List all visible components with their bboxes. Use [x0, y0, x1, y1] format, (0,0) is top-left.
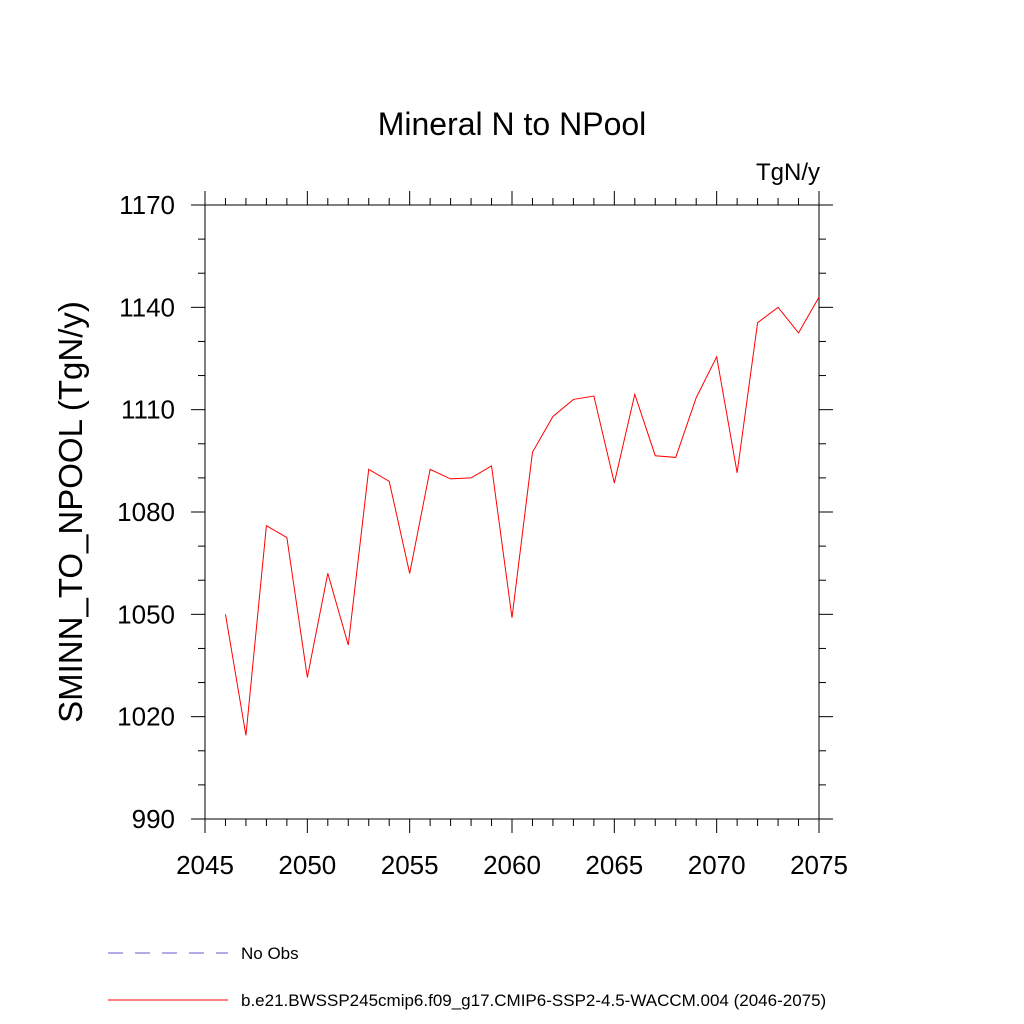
y-tick-label: 1020 — [117, 702, 175, 732]
chart-title: Mineral N to NPool — [378, 106, 647, 142]
x-tick-label: 2065 — [585, 850, 643, 880]
x-tick-label: 2045 — [176, 850, 234, 880]
x-tick-label: 2050 — [278, 850, 336, 880]
y-tick-label: 990 — [132, 804, 175, 834]
x-tick-label: 2060 — [483, 850, 541, 880]
units-label: TgN/y — [756, 159, 820, 186]
legend-label-model: b.e21.BWSSP245cmip6.f09_g17.CMIP6-SSP2-4… — [241, 991, 826, 1010]
series-group — [224, 296, 820, 736]
y-axis-label: SMINN_TO_NPOOL (TgN/y) — [52, 301, 89, 723]
legend-label-no-obs: No Obs — [241, 944, 299, 963]
y-tick-label: 1170 — [119, 190, 175, 220]
legend: No Obs b.e21.BWSSP245cmip6.f09_g17.CMIP6… — [108, 944, 826, 1010]
y-tick-label: 1050 — [117, 599, 175, 629]
x-tick-labels: 2045 2050 2055 2060 2065 2070 2075 — [176, 850, 848, 880]
x-tick-label: 2070 — [688, 850, 746, 880]
y-tick-labels: 990 1020 1050 1080 1110 1140 1170 — [117, 190, 175, 834]
y-tick-label: 1110 — [121, 395, 175, 425]
axis-ticks — [191, 191, 833, 833]
series-line-0 — [224, 296, 820, 736]
x-tick-label: 2075 — [790, 850, 848, 880]
x-tick-label: 2055 — [381, 850, 439, 880]
plot-frame — [204, 204, 820, 820]
y-tick-label: 1080 — [117, 497, 175, 527]
y-tick-label: 1140 — [119, 292, 175, 322]
